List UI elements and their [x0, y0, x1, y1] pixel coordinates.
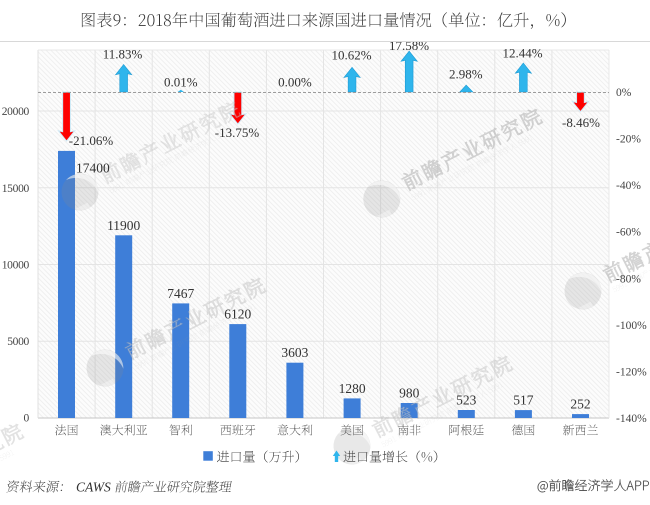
svg-text:517: 517 [513, 393, 534, 408]
svg-text:5000: 5000 [7, 336, 29, 348]
svg-text:-100%: -100% [616, 320, 647, 332]
svg-text:0.01%: 0.01% [164, 75, 198, 90]
svg-text:1280: 1280 [339, 381, 366, 396]
svg-text:0: 0 [24, 413, 30, 425]
svg-text:20000: 20000 [2, 106, 30, 118]
svg-text:-60%: -60% [616, 227, 641, 239]
svg-text:11900: 11900 [107, 218, 140, 233]
svg-text:17.58%: 17.58% [389, 38, 429, 53]
svg-text:523: 523 [456, 393, 477, 408]
svg-text:-13.75%: -13.75% [215, 125, 260, 140]
svg-text:3603: 3603 [281, 345, 308, 360]
svg-text:-80%: -80% [616, 273, 641, 285]
svg-text:CAWS: CAWS [76, 480, 111, 495]
svg-text:7467: 7467 [167, 286, 194, 301]
svg-text:-40%: -40% [616, 180, 641, 192]
svg-text:6120: 6120 [224, 307, 251, 322]
svg-text:17400: 17400 [76, 160, 110, 175]
svg-text:0%: 0% [616, 87, 632, 99]
svg-text:12.44%: 12.44% [502, 46, 542, 61]
svg-text:980: 980 [399, 386, 420, 401]
svg-text:2.98%: 2.98% [449, 67, 483, 82]
svg-text:10000: 10000 [2, 260, 30, 272]
svg-text:15000: 15000 [2, 183, 30, 195]
svg-text:-120%: -120% [616, 366, 647, 378]
svg-text:10.62%: 10.62% [331, 48, 371, 63]
svg-text:11.83%: 11.83% [103, 47, 143, 62]
svg-text:252: 252 [570, 397, 590, 412]
svg-text:-140%: -140% [616, 413, 647, 425]
svg-text:-8.46%: -8.46% [562, 115, 600, 130]
svg-text:0.00%: 0.00% [278, 75, 312, 90]
svg-text:-20%: -20% [616, 134, 641, 146]
svg-text:-21.06%: -21.06% [69, 133, 114, 148]
